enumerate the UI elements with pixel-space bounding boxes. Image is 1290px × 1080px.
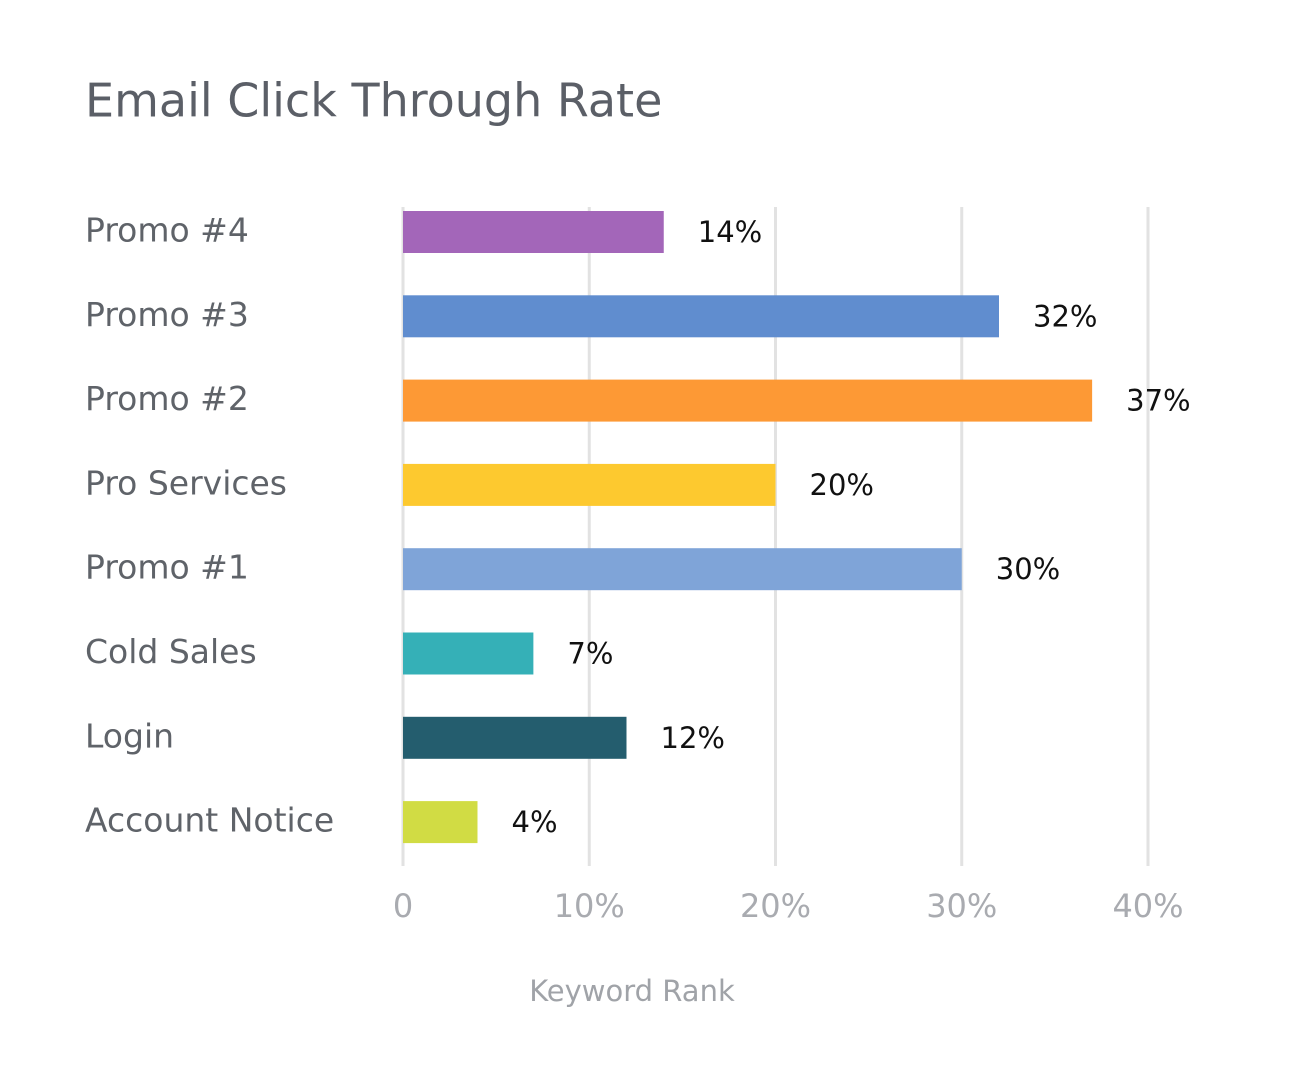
value-label: 4% bbox=[512, 805, 558, 839]
y-tick-label: Promo #4 bbox=[85, 211, 249, 250]
x-tick-label: 20% bbox=[740, 887, 811, 925]
bar bbox=[403, 632, 534, 675]
x-tick-label: 10% bbox=[554, 887, 625, 925]
value-label: 37% bbox=[1126, 384, 1190, 418]
y-tick-label: Login bbox=[85, 716, 174, 755]
value-label: 20% bbox=[810, 468, 874, 502]
value-label: 32% bbox=[1033, 299, 1097, 333]
y-tick-label: Account Notice bbox=[85, 801, 334, 840]
bar bbox=[403, 548, 962, 591]
bar bbox=[403, 379, 1093, 422]
y-tick-label: Promo #1 bbox=[85, 548, 249, 587]
bar bbox=[403, 801, 478, 844]
value-label: 7% bbox=[567, 637, 613, 671]
bar bbox=[403, 463, 776, 506]
y-tick-label: Pro Services bbox=[85, 463, 287, 502]
bar bbox=[403, 211, 664, 253]
x-tick-label: 0 bbox=[393, 887, 413, 925]
y-tick-label: Promo #2 bbox=[85, 379, 249, 418]
x-tick-label: 40% bbox=[1112, 887, 1183, 925]
x-tick-label: 30% bbox=[926, 887, 997, 925]
y-tick-label: Promo #3 bbox=[85, 295, 249, 334]
value-label: 30% bbox=[996, 552, 1060, 586]
bar bbox=[403, 716, 627, 759]
x-axis-title: Keyword Rank bbox=[529, 974, 735, 1008]
value-label: 12% bbox=[661, 721, 725, 755]
bar bbox=[403, 295, 999, 338]
y-tick-label: Cold Sales bbox=[85, 632, 257, 671]
chart-title: Email Click Through Rate bbox=[85, 74, 662, 128]
value-label: 14% bbox=[698, 215, 762, 249]
